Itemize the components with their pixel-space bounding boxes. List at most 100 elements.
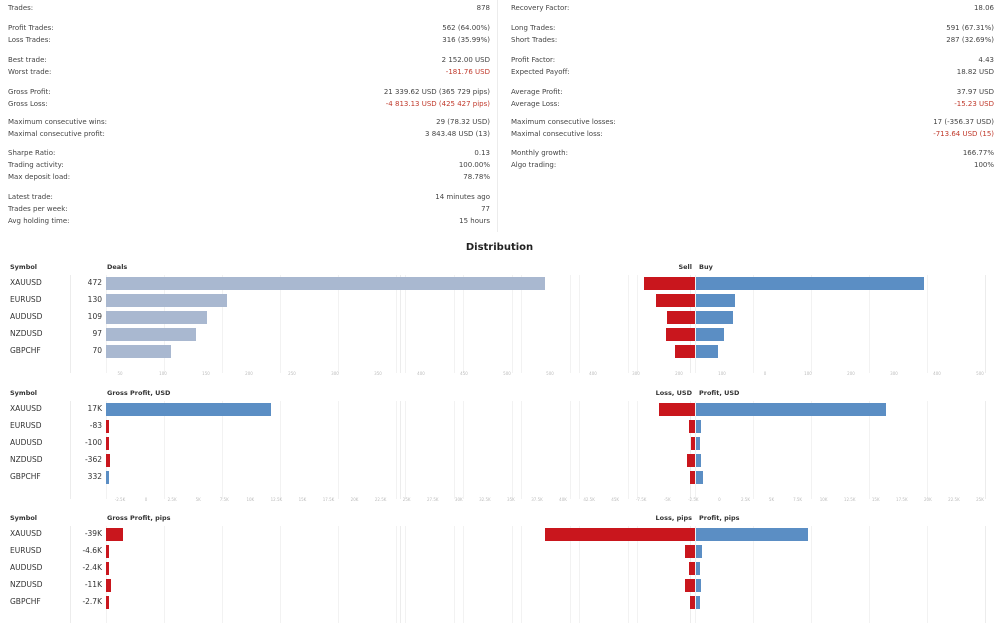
axis-tick-label: 15K [871,497,880,502]
left-bar [106,420,109,433]
axis-tick-label: 250 [288,371,296,376]
stat-row: Avg holding time: 15 hours [8,216,490,226]
stat-value: 77 [481,205,490,213]
distribution-section: Symbol Gross Profit, USD Loss, USD Profit, … [0,389,999,504]
axis-tick-label: 17.5K [322,497,335,502]
sell-bar [675,345,695,358]
grid-line [521,401,522,499]
axis-tick-label: 50 [117,371,123,376]
left-chart-header: Gross Profit, pips [107,514,171,522]
grid-line [637,401,638,499]
axis-tick-label: 100 [718,371,726,376]
stat-row: Maximal consecutive loss: -713.64 USD (15… [511,129,994,139]
grid-line [869,526,870,623]
axis-tick-label: 30K [454,497,463,502]
axis-tick-label: 100 [159,371,167,376]
stat-value: 15 hours [459,217,490,225]
stat-label: Maximal consecutive profit: [8,130,105,138]
right-chart-header-right: Buy [699,263,713,271]
stat-row: Algo trading: 100% [511,160,994,170]
axis-tick-label: -7.5K [635,497,647,502]
axis-tick-label: 25K [976,497,984,502]
sell-bar [689,596,695,609]
grid-line [521,526,522,623]
stat-value: -15.23 USD [954,100,994,108]
stat-value: 18.82 USD [956,68,994,76]
left-bar [106,345,172,358]
stat-value: 100% [973,161,994,169]
stat-row: Long Trades: 591 (67.31%) [511,23,994,33]
stat-value: 4.43 [978,56,994,64]
grid-line [512,526,513,623]
left-bar [106,528,123,541]
grid-line [869,401,870,499]
left-chart-header: Deals [107,263,128,271]
distribution-section: Symbol Deals Sell Buy 50 100 150 200 250 300 350 40… [0,263,999,378]
left-bar [106,311,208,324]
axis-tick-label: 22.5K [374,497,387,502]
row-value-label: 109 [87,312,102,321]
buy-bar [696,545,703,558]
row-symbol: AUDUSD [10,438,43,447]
grid-line [570,526,571,623]
left-bar [106,545,109,558]
axis-tick-label: 400 [933,371,941,376]
stat-value: 29 (78.32 USD) [436,118,490,126]
axis-tick-label: 17.5K [896,497,908,502]
grid-line [628,401,629,499]
left-bar [106,454,110,467]
sell-bar [688,562,695,575]
trading-stats: Trades: 878 Profit Trades: 562 (64.00%) Loss… [0,0,999,232]
left-bar [106,562,109,575]
stat-value: 37.97 USD [956,88,994,96]
axis-tick-label: 300 [331,371,339,376]
axis-tick-label: 500 [503,371,511,376]
buy-bar [696,528,808,541]
grid-line [753,275,754,373]
stat-label: Recovery Factor: [511,4,570,12]
stat-value: 78.78% [463,173,490,181]
grid-line [70,401,71,499]
stat-value: 14 minutes ago [435,193,490,201]
stat-label: Worst trade: [8,68,52,76]
grid-line [280,526,281,623]
grid-line [222,401,223,499]
row-value-label: -83 [89,421,102,430]
grid-line [579,526,580,623]
stat-row: Average Profit: 37.97 USD [511,87,994,97]
axis-tick-label: 200 [245,371,253,376]
stat-value: 100.00% [458,161,490,169]
axis-tick-label: 22.5K [948,497,960,502]
axis-tick-label: -2.5K [114,497,126,502]
sell-bar [685,545,695,558]
axis-tick-label: 2.5K [167,497,177,502]
axis-tick-label: 27.5K [426,497,439,502]
stat-row: Loss Trades: 316 (35.99%) [8,35,490,45]
grid-line [164,275,165,373]
sell-bar [666,311,695,324]
stat-value: 562 (64.00%) [442,24,490,32]
stat-label: Long Trades: [511,24,556,32]
axis-tick-label: 200 [675,371,683,376]
stat-row: Gross Loss: -4 813.13 USD (425 427 pips) [8,99,490,109]
left-bar [106,471,110,484]
grid-line [400,401,401,499]
sell-bar [655,294,695,307]
axis-tick-label: 12.5K [843,497,856,502]
stat-label: Trades: [8,4,34,12]
buy-bar [696,596,700,609]
stat-row: Trades per week: 77 [8,204,490,214]
grid-line [405,401,406,499]
grid-line [695,275,696,373]
axis-tick-label: 7.5K [793,497,803,502]
grid-line [164,526,165,623]
stat-label: Trading activity: [8,161,64,169]
axis-tick-label: 32.5K [479,497,491,502]
right-chart-header-left: Sell [678,263,692,271]
stat-value: 3 843.48 USD (13) [425,130,490,138]
buy-bar [696,311,733,324]
grid-line [222,275,223,373]
stat-value: 287 (32.69%) [946,36,994,44]
row-value-label: -100 [84,438,102,447]
stat-label: Best trade: [8,56,47,64]
